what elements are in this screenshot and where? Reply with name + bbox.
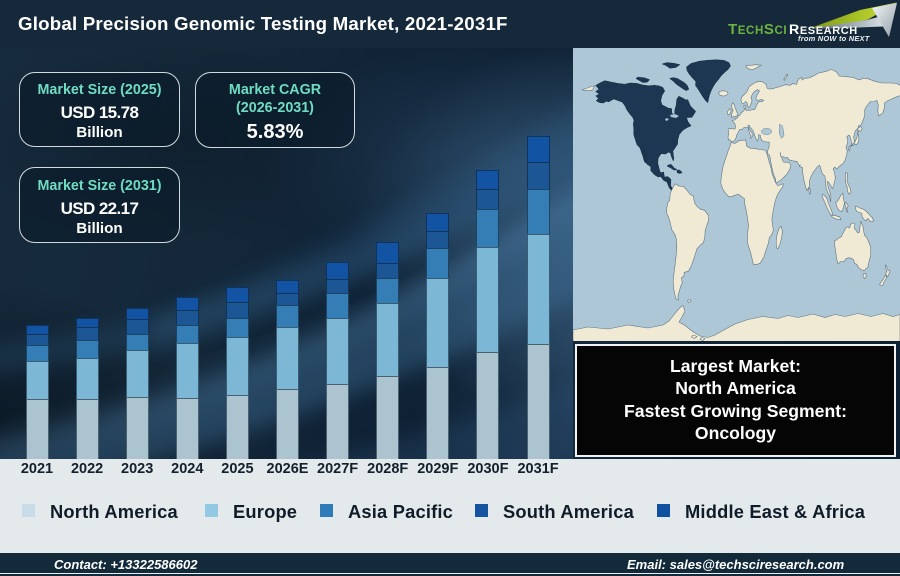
svg-text:RESEARCH: RESEARCH: [789, 22, 858, 38]
svg-text:from NOW to NEXT: from NOW to NEXT: [798, 34, 871, 43]
svg-text:TECHSCI: TECHSCI: [728, 21, 787, 38]
